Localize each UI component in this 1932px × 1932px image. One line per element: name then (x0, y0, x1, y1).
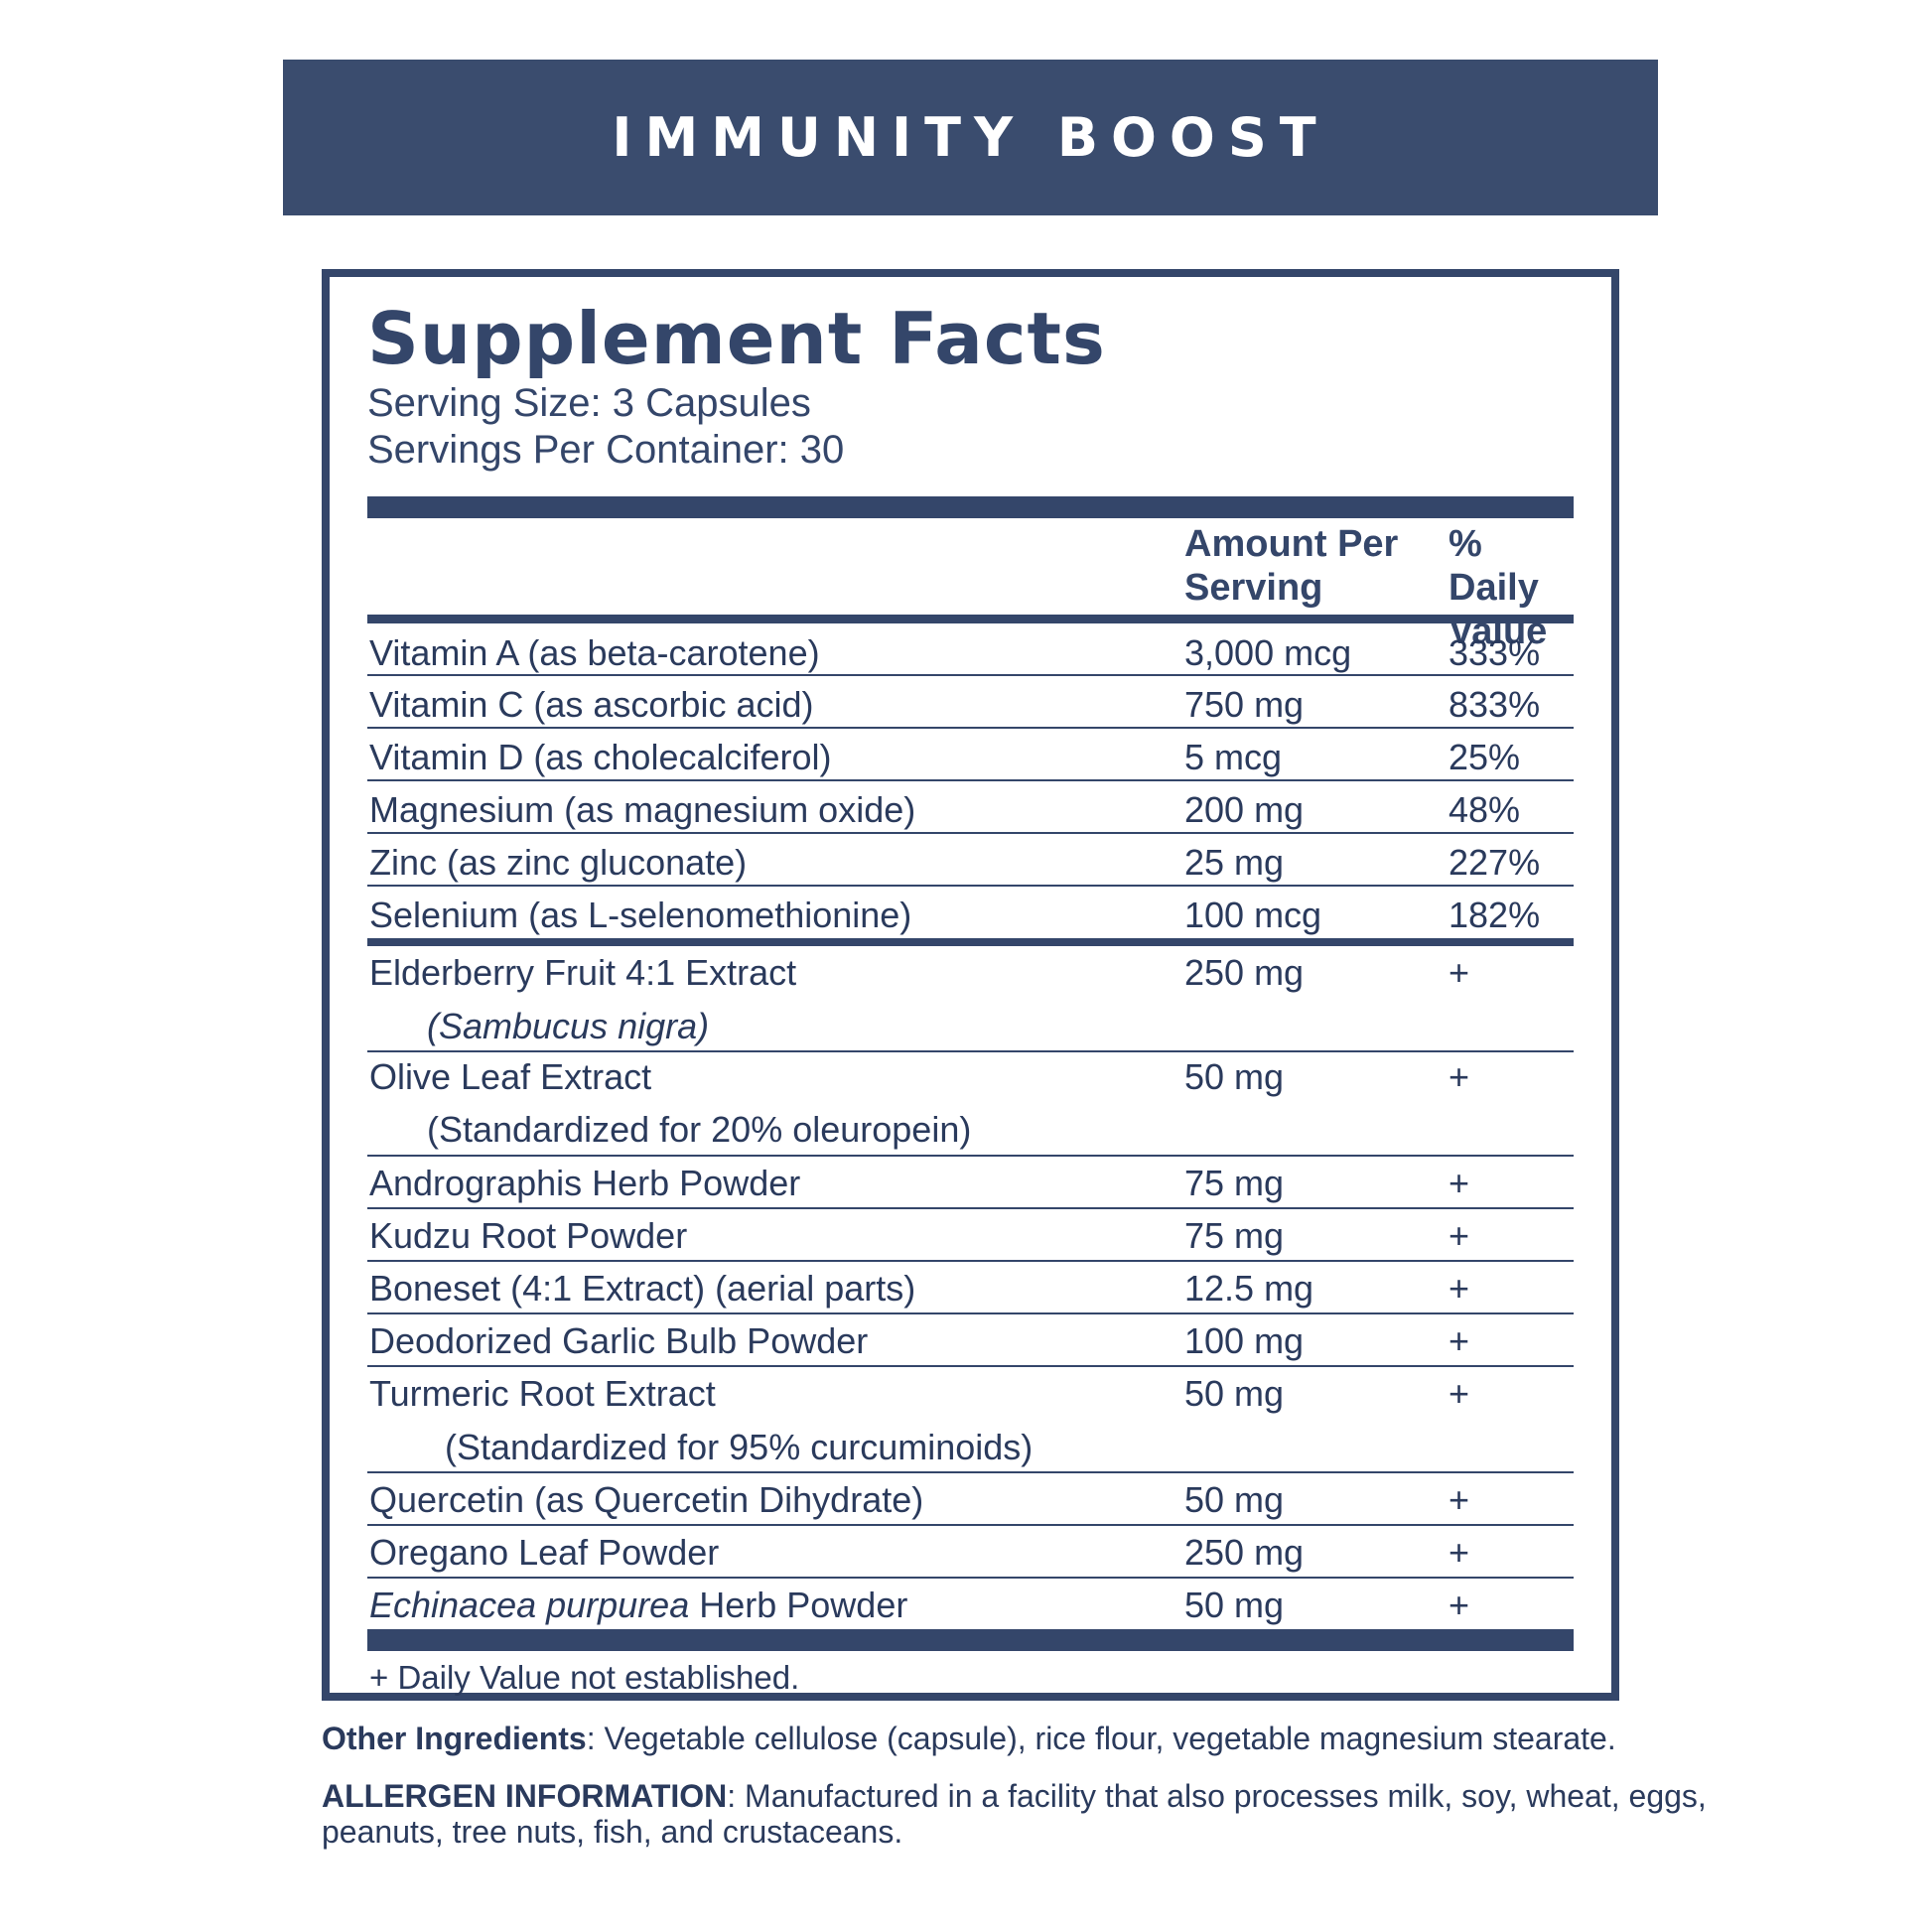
nutrient-daily-value: 227% (1449, 842, 1541, 883)
table-row: Andrographis Herb Powder 75 mg + (367, 1157, 1574, 1209)
nutrient-amount: 25 mg (1184, 842, 1285, 883)
supplement-facts-panel: Supplement Facts Serving Size: 3 Capsule… (322, 269, 1619, 1701)
table-row: Boneset (4:1 Extract) (aerial parts) 12.… (367, 1262, 1574, 1314)
table-row: Magnesium (as magnesium oxide) 200 mg 48… (367, 781, 1574, 834)
ingredient-daily-value: + (1449, 1373, 1470, 1414)
nutrient-amount: 100 mcg (1184, 895, 1322, 935)
other-ingredients: Other Ingredients: Vegetable cellulose (… (322, 1721, 1616, 1757)
nutrient-daily-value: 833% (1449, 684, 1541, 725)
vitamin-section-divider (367, 938, 1574, 946)
ingredient-name: Deodorized Garlic Bulb Powder (369, 1320, 869, 1361)
ingredient-name: Echinacea purpurea Herb Powder (369, 1585, 907, 1626)
allergen-information: ALLERGEN INFORMATION: Manufactured in a … (322, 1778, 1707, 1815)
ingredient-subtitle: (Sambucus nigra) (427, 1006, 710, 1046)
ingredient-amount: 50 mg (1184, 1373, 1285, 1414)
nutrient-amount: 750 mg (1184, 684, 1305, 725)
ingredient-subtitle: (Standardized for 20% oleuropein) (427, 1109, 972, 1150)
ingredient-name: Quercetin (as Quercetin Dihydrate) (369, 1479, 924, 1520)
dv-header-line-1: % Daily (1449, 523, 1539, 609)
table-row: Quercetin (as Quercetin Dihydrate) 50 mg… (367, 1473, 1574, 1526)
ingredient-daily-value: + (1449, 1585, 1470, 1625)
ingredient-amount: 50 mg (1184, 1056, 1285, 1097)
nutrient-amount: 200 mg (1184, 789, 1305, 830)
footer-divider-bar (367, 1629, 1574, 1651)
product-title: IMMUNITY BOOST (612, 106, 1329, 169)
ingredient-amount: 50 mg (1184, 1479, 1285, 1520)
ingredient-daily-value: + (1449, 1268, 1470, 1309)
amount-header-line-2: Serving (1184, 567, 1323, 609)
nutrient-daily-value: 333% (1449, 632, 1541, 673)
daily-value-footnote: + Daily Value not established. (369, 1659, 800, 1696)
ingredient-name: Andrographis Herb Powder (369, 1163, 801, 1203)
nutrient-amount: 3,000 mcg (1184, 632, 1352, 673)
ingredient-amount: 75 mg (1184, 1215, 1285, 1256)
table-row: Echinacea purpurea Herb Powder 50 mg + (367, 1579, 1574, 1629)
ingredient-name: Elderberry Fruit 4:1 Extract (369, 952, 797, 993)
ingredient-subtitle: (Standardized for 95% curcuminoids) (445, 1427, 1034, 1467)
nutrient-amount: 5 mcg (1184, 737, 1283, 777)
header-divider-bar (367, 496, 1574, 518)
nutrient-name: Magnesium (as magnesium oxide) (369, 789, 916, 830)
table-row: Vitamin D (as cholecalciferol) 5 mcg 25% (367, 729, 1574, 781)
product-banner: IMMUNITY BOOST (283, 60, 1658, 215)
facts-title: Supplement Facts (367, 297, 1106, 380)
other-ingredients-label: Other Ingredients (322, 1721, 587, 1756)
nutrient-name: Vitamin C (as ascorbic acid) (369, 684, 814, 725)
nutrient-daily-value: 48% (1449, 789, 1521, 830)
ingredient-daily-value: + (1449, 1215, 1470, 1256)
amount-column-header: Amount Per Serving (1184, 522, 1398, 610)
other-ingredients-text: : Vegetable cellulose (capsule), rice fl… (586, 1721, 1616, 1756)
servings-per-container: Servings Per Container: 30 (367, 428, 845, 472)
nutrient-daily-value: 25% (1449, 737, 1521, 777)
nutrient-name: Vitamin D (as cholecalciferol) (369, 737, 832, 777)
ingredient-daily-value: + (1449, 952, 1470, 993)
table-row: Zinc (as zinc gluconate) 25 mg 227% (367, 834, 1574, 887)
allergen-text-line-1: : Manufactured in a facility that also p… (727, 1778, 1707, 1814)
serving-size: Serving Size: 3 Capsules (367, 381, 811, 425)
amount-header-line-1: Amount Per (1184, 523, 1399, 565)
table-row: Elderberry Fruit 4:1 Extract (Sambucus n… (367, 946, 1574, 1052)
allergen-label: ALLERGEN INFORMATION (322, 1778, 728, 1814)
ingredient-daily-value: + (1449, 1479, 1470, 1520)
ingredient-amount: 12.5 mg (1184, 1268, 1314, 1309)
nutrient-name: Selenium (as L-selenomethionine) (369, 895, 912, 935)
ingredient-name: Kudzu Root Powder (369, 1215, 688, 1256)
allergen-information-continued: peanuts, tree nuts, fish, and crustacean… (322, 1814, 902, 1851)
ingredient-daily-value: + (1449, 1056, 1470, 1097)
nutrient-name: Vitamin A (as beta-carotene) (369, 632, 820, 673)
ingredient-amount: 50 mg (1184, 1585, 1285, 1625)
table-row: Deodorized Garlic Bulb Powder 100 mg + (367, 1314, 1574, 1367)
nutrient-daily-value: 182% (1449, 895, 1541, 935)
ingredient-daily-value: + (1449, 1163, 1470, 1203)
ingredient-amount: 75 mg (1184, 1163, 1285, 1203)
table-row: Vitamin C (as ascorbic acid) 750 mg 833% (367, 676, 1574, 729)
table-row: Olive Leaf Extract (Standardized for 20%… (367, 1052, 1574, 1157)
column-header-divider (367, 615, 1574, 623)
ingredient-amount: 250 mg (1184, 1532, 1305, 1573)
allergen-text-line-2: peanuts, tree nuts, fish, and crustacean… (322, 1814, 903, 1850)
ingredient-amount: 250 mg (1184, 952, 1305, 993)
table-row: Vitamin A (as beta-carotene) 3,000 mcg 3… (367, 623, 1574, 676)
ingredient-name: Olive Leaf Extract (369, 1056, 652, 1097)
ingredient-daily-value: + (1449, 1532, 1470, 1573)
table-row: Selenium (as L-selenomethionine) 100 mcg… (367, 887, 1574, 938)
ingredient-name: Turmeric Root Extract (369, 1373, 716, 1414)
table-row: Oregano Leaf Powder 250 mg + (367, 1526, 1574, 1579)
ingredient-name: Boneset (4:1 Extract) (aerial parts) (369, 1268, 916, 1309)
table-row: Kudzu Root Powder 75 mg + (367, 1209, 1574, 1262)
ingredient-name: Oregano Leaf Powder (369, 1532, 720, 1573)
table-row: Turmeric Root Extract (Standardized for … (367, 1367, 1574, 1473)
ingredient-amount: 100 mg (1184, 1320, 1305, 1361)
nutrient-name: Zinc (as zinc gluconate) (369, 842, 748, 883)
ingredient-name-italic: Echinacea purpurea (369, 1585, 690, 1625)
ingredient-daily-value: + (1449, 1320, 1470, 1361)
ingredient-name-rest: Herb Powder (689, 1585, 908, 1625)
